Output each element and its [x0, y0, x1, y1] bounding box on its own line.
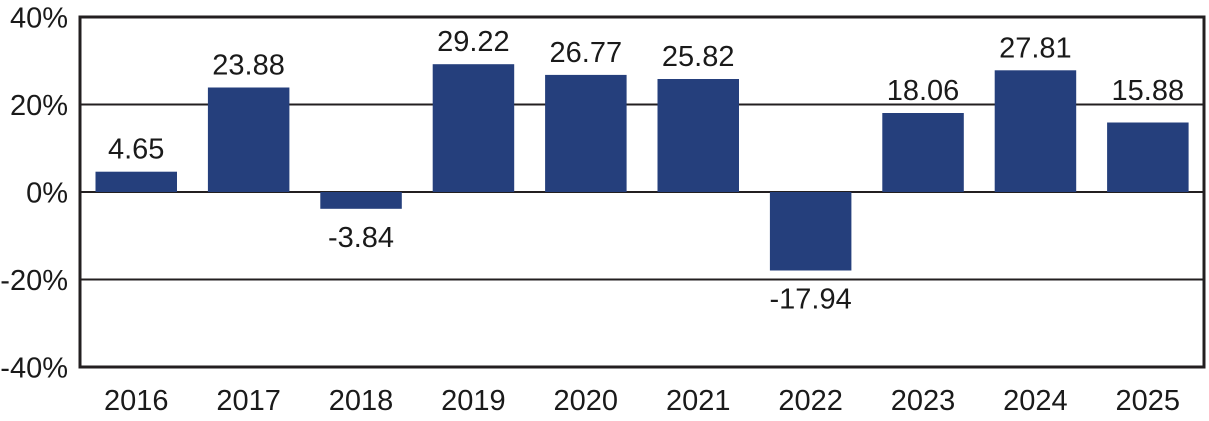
x-tick-label: 2020: [554, 385, 619, 417]
x-tick-label: 2023: [891, 385, 956, 417]
bar-2020: [545, 74, 627, 192]
plot-border: [78, 15, 1206, 369]
bar-2023: [882, 113, 964, 192]
x-tick-label: 2024: [1003, 385, 1068, 417]
value-label: 23.88: [212, 50, 285, 82]
value-label: 29.22: [437, 26, 510, 58]
x-tick-label: 2022: [778, 385, 843, 417]
y-tick-label: 20%: [10, 90, 68, 122]
value-label: -17.94: [769, 284, 851, 316]
value-label: 27.81: [999, 32, 1072, 64]
x-tick-label: 2017: [216, 385, 281, 417]
y-tick-label: -40%: [0, 353, 68, 385]
bar-2024: [994, 70, 1077, 192]
x-tick-label: 2021: [666, 385, 731, 417]
bar-2018: [320, 192, 402, 209]
value-label: 4.65: [108, 134, 164, 166]
x-tick-label: 2019: [441, 385, 506, 417]
bar-2022: [769, 192, 852, 271]
y-tick-label: 0%: [26, 178, 68, 210]
x-tick-label: 2016: [104, 385, 169, 417]
value-label: -3.84: [328, 222, 394, 254]
value-label: 25.82: [662, 41, 735, 73]
y-tick-label: -20%: [0, 265, 68, 297]
bar-2021: [657, 79, 739, 192]
x-tick-label: 2025: [1116, 385, 1181, 417]
bar-2025: [1107, 122, 1189, 192]
value-label: 26.77: [550, 37, 623, 69]
value-label: 15.88: [1112, 75, 1185, 107]
bar-2019: [432, 64, 515, 192]
bar-2017: [207, 87, 290, 192]
bar-2016: [95, 171, 177, 192]
y-tick-label: 40%: [10, 3, 68, 35]
x-tick-label: 2018: [329, 385, 394, 417]
value-label: 18.06: [887, 75, 960, 107]
